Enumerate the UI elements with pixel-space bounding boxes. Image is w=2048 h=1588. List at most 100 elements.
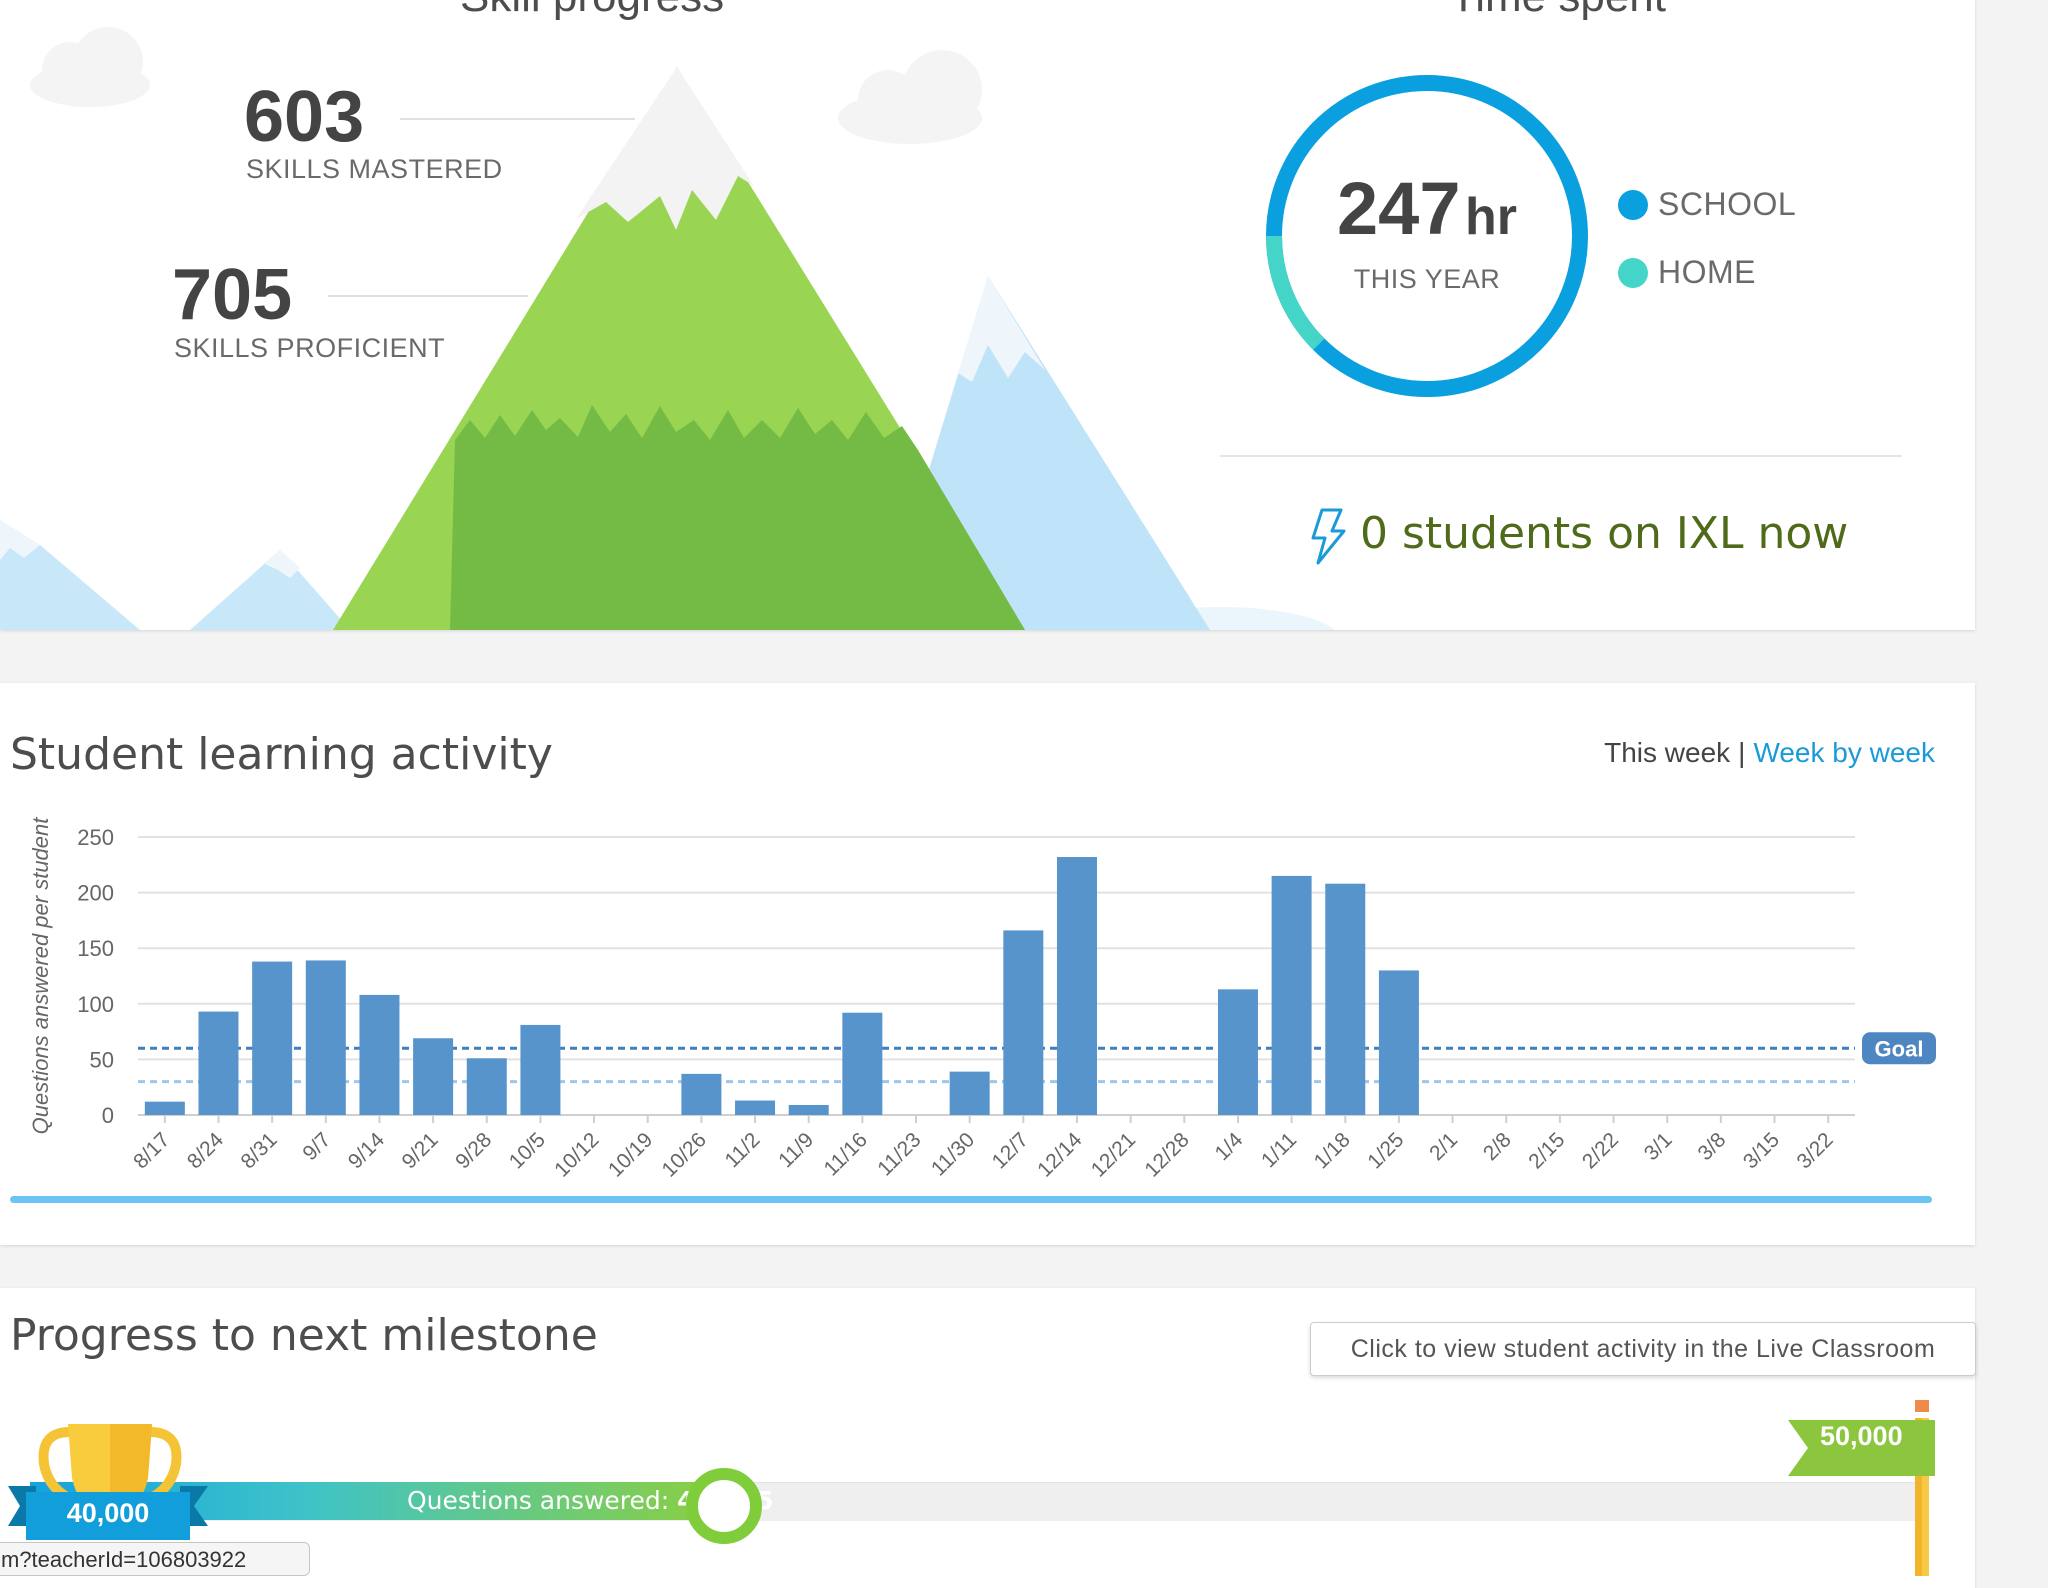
activity-bar-chart: 0 50 100 150 200 250 Questions answered per st… — [28, 817, 1936, 1182]
x-tick-label: 9/28 — [451, 1128, 496, 1173]
x-tick-label: 8/31 — [237, 1128, 282, 1173]
goal-badge — [1862, 1032, 1936, 1065]
y-tick-label: 150 — [77, 936, 114, 961]
skills-mastered-value: 603 — [244, 77, 365, 157]
x-tick-label: 9/14 — [344, 1128, 389, 1173]
school-legend-dot — [1618, 190, 1648, 220]
lightning-icon — [1311, 508, 1346, 565]
x-tick-label: 11/2 — [721, 1128, 765, 1172]
x-tick-label: 11/23 — [873, 1128, 925, 1180]
time-spent-donut-chart — [1266, 75, 1588, 397]
activity-bar[interactable] — [788, 1104, 829, 1115]
x-tick-label: 9/7 — [298, 1128, 335, 1165]
activity-bar[interactable] — [1217, 989, 1258, 1115]
overview-panel: Skill progress Time spent 603 SKILLS MAS… — [0, 0, 1975, 630]
activity-bar[interactable] — [359, 994, 400, 1115]
skills-proficient-value: 705 — [172, 255, 293, 335]
y-tick-label: 0 — [102, 1103, 114, 1128]
home-arc — [1266, 75, 1588, 397]
activity-bar[interactable] — [681, 1073, 722, 1115]
x-tick-label: 12/7 — [988, 1128, 1033, 1173]
x-tick-label: 2/1 — [1425, 1128, 1462, 1165]
period-label: THIS YEAR — [1353, 264, 1501, 294]
skill-progress-heading: Skill progress — [460, 0, 724, 22]
proficient-leader-line — [328, 295, 528, 297]
hours-unit: hr — [1464, 188, 1517, 246]
activity-bar[interactable] — [949, 1071, 990, 1115]
x-tick-label: 12/28 — [1140, 1128, 1193, 1181]
x-tick-label: 2/22 — [1578, 1128, 1623, 1173]
y-axis-label: Questions answered per student — [28, 817, 53, 1135]
end-milestone-label: 50,000 — [1820, 1421, 1903, 1451]
activity-bar[interactable] — [198, 1011, 239, 1115]
cloud-icon — [838, 50, 982, 144]
activity-bar[interactable] — [1378, 970, 1419, 1115]
home-legend-dot — [1618, 258, 1648, 288]
cloud-icon — [30, 27, 150, 107]
activity-bar[interactable] — [413, 1038, 454, 1115]
skills-mastered-label: SKILLS MASTERED — [246, 154, 503, 184]
activity-bar[interactable] — [252, 961, 293, 1115]
activity-bar[interactable] — [466, 1058, 507, 1115]
y-tick-label: 100 — [77, 992, 114, 1017]
progress-marker-knob — [686, 1468, 763, 1544]
milestone-panel: Progress to next milestone Click to view… — [0, 1288, 1976, 1588]
x-tick-label: 1/25 — [1363, 1128, 1408, 1173]
x-tick-label: 2/8 — [1479, 1128, 1516, 1165]
start-milestone-label: 40,000 — [66, 1498, 150, 1528]
y-tick-label: 200 — [77, 881, 114, 906]
x-tick-label: 12/14 — [1033, 1128, 1087, 1182]
activity-bar[interactable] — [1271, 875, 1312, 1115]
skills-proficient-label: SKILLS PROFICIENT — [174, 333, 446, 363]
x-tick-label: 8/24 — [183, 1128, 228, 1173]
hours-value: 247 — [1337, 167, 1461, 250]
activity-bar[interactable] — [520, 1024, 561, 1115]
x-tick-label: 11/16 — [820, 1128, 872, 1180]
y-tick-label: 250 — [77, 825, 114, 850]
activity-bar[interactable] — [1003, 930, 1044, 1115]
x-tick-label: 9/21 — [397, 1128, 442, 1173]
school-legend-label: SCHOOL — [1658, 186, 1797, 222]
status-url-tooltip: m?teacherId=106803922 — [0, 1542, 310, 1576]
y-tick-label: 50 — [90, 1047, 114, 1072]
activity-bar[interactable] — [1325, 883, 1366, 1115]
x-tick-label: 1/4 — [1211, 1128, 1248, 1165]
x-tick-label: 10/26 — [657, 1128, 710, 1181]
online-status-text: 0 students on IXL now — [1360, 508, 1849, 559]
x-tick-label: 11/30 — [927, 1128, 979, 1180]
this-week-option[interactable]: This week — [1604, 737, 1731, 768]
x-tick-label: 3/15 — [1739, 1128, 1784, 1173]
x-tick-label: 8/17 — [129, 1128, 174, 1173]
activity-bar[interactable] — [842, 1012, 883, 1115]
chart-scrollbar[interactable] — [10, 1196, 1932, 1203]
activity-bar[interactable] — [735, 1100, 776, 1115]
home-legend-label: HOME — [1658, 254, 1756, 290]
x-tick-label: 1/18 — [1310, 1128, 1355, 1173]
progress-label: Questions answered: — [407, 1486, 678, 1515]
hours-total: 247 hr — [1257, 166, 1597, 251]
x-tick-label: 1/11 — [1257, 1128, 1301, 1172]
activity-bar[interactable] — [144, 1101, 185, 1115]
x-tick-label: 3/22 — [1793, 1128, 1838, 1173]
toggle-separator: | — [1738, 737, 1746, 768]
x-tick-label: 2/15 — [1524, 1128, 1569, 1173]
end-milestone-flag — [1788, 1400, 1935, 1576]
x-tick-label: 11/9 — [774, 1128, 818, 1172]
mountain-illustration — [0, 27, 1335, 630]
x-tick-label: 10/19 — [604, 1128, 657, 1181]
activity-heading: Student learning activity — [10, 729, 553, 780]
x-tick-label: 10/5 — [505, 1128, 550, 1173]
live-classroom-button[interactable]: Click to view student activity in the Li… — [1310, 1322, 1976, 1376]
activity-bar[interactable] — [1056, 857, 1097, 1115]
x-tick-label: 10/12 — [550, 1128, 603, 1181]
activity-view-toggle: This week | Week by week — [1604, 737, 1935, 769]
learning-activity-panel: Student learning activity This week | Week… — [0, 683, 1975, 1245]
goal-badge-label: Goal — [1875, 1036, 1924, 1061]
time-spent-heading: Time spent — [1450, 0, 1666, 22]
mastered-leader-line — [400, 118, 635, 120]
time-spent-divider — [1220, 455, 1902, 457]
x-tick-label: 12/21 — [1087, 1128, 1140, 1181]
week-by-week-link[interactable]: Week by week — [1753, 737, 1935, 768]
x-tick-label: 3/8 — [1693, 1128, 1730, 1165]
activity-bar[interactable] — [305, 960, 346, 1115]
